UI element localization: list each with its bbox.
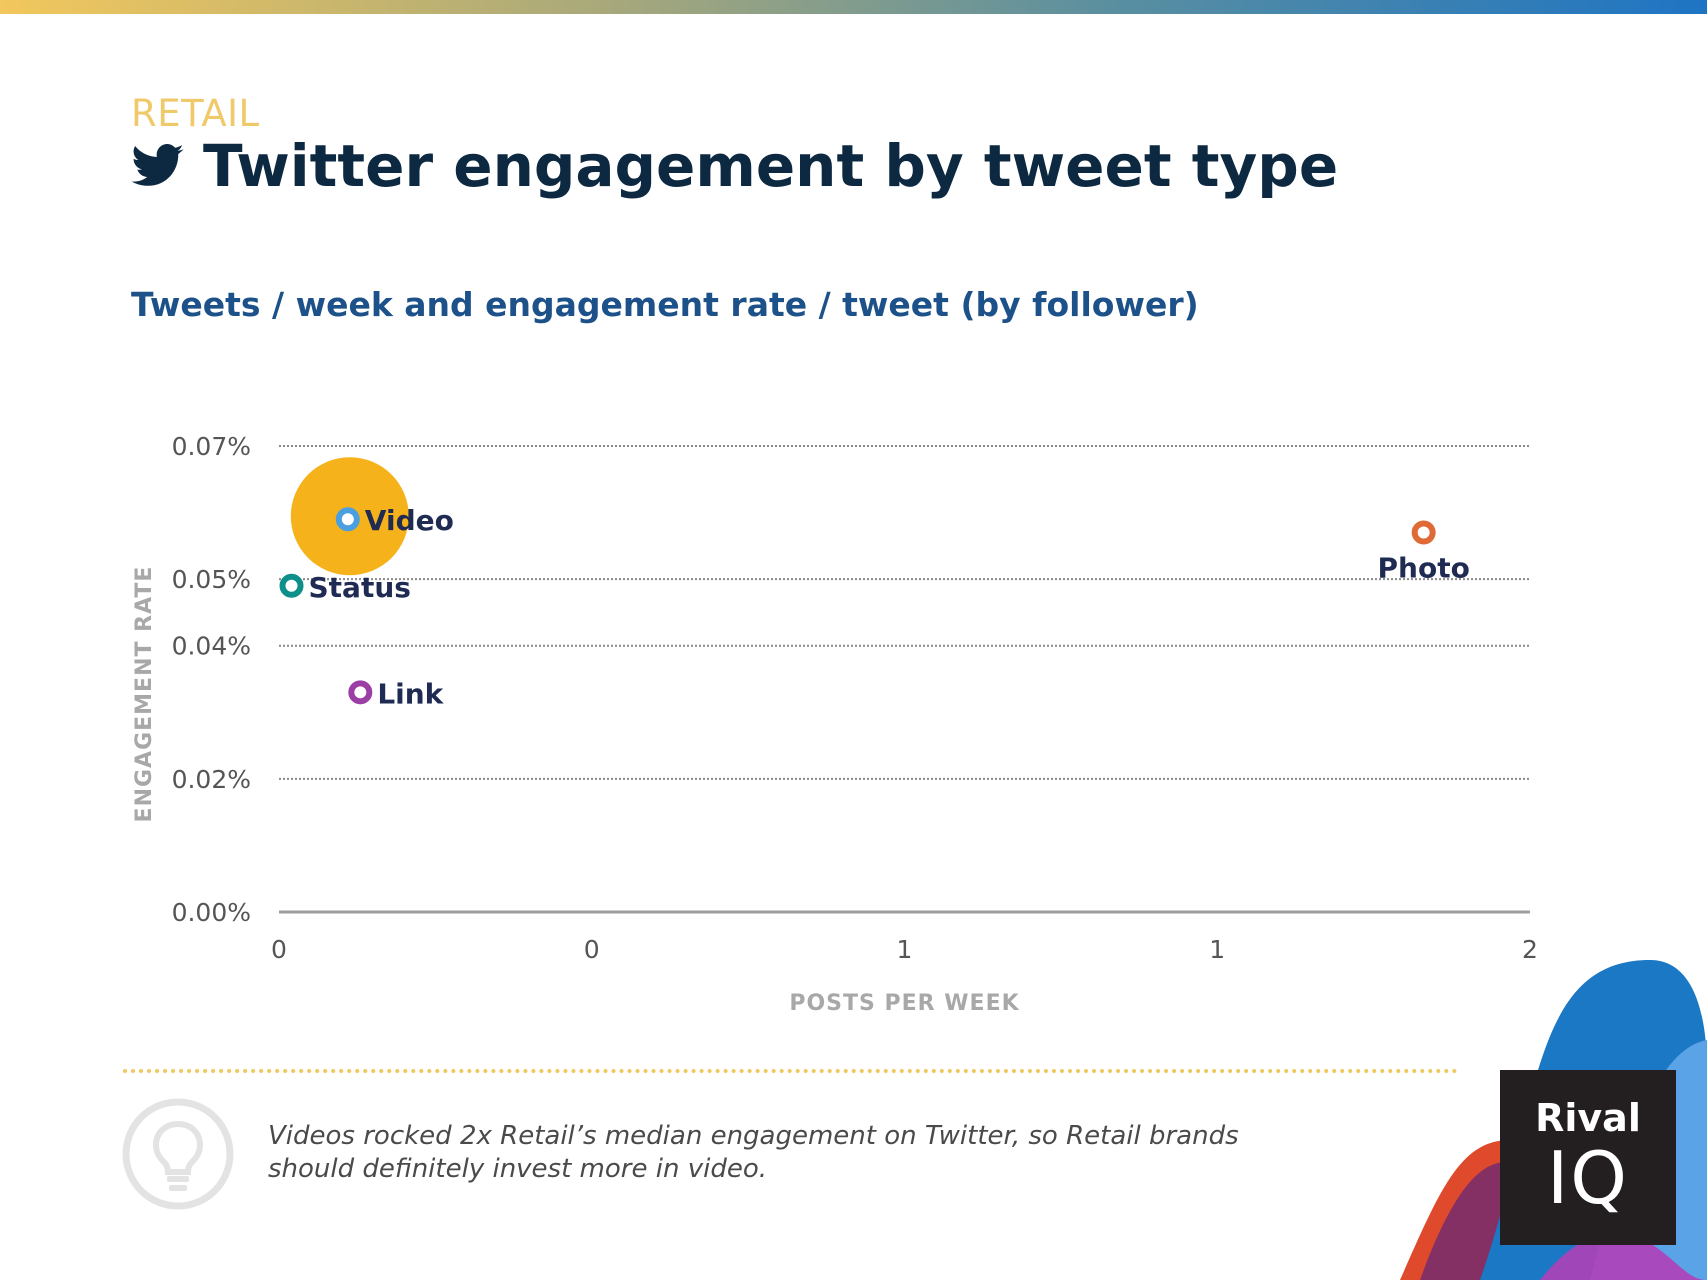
section-divider [123,1069,1458,1073]
top-gradient-bar [0,0,1707,14]
x-tick-label: 2 [1522,935,1538,964]
y-tick-label: 0.04% [172,632,251,661]
insight-text: Videos rocked 2x Retail’s median engagem… [268,1121,1239,1184]
twitter-icon [131,144,184,186]
y-tick-label: 0.07% [172,432,251,461]
page-title: Twitter engagement by tweet type [203,132,1339,200]
x-tick-label: 0 [584,935,600,964]
y-tick-label: 0.00% [172,898,251,927]
point-label-status: Status [309,571,411,604]
point-link [348,680,373,705]
lightbulb-icon [122,1098,234,1210]
chart-subtitle: Tweets / week and engagement rate / twee… [131,285,1199,324]
point-label-video: Video [365,504,454,537]
x-tick-label: 0 [271,935,287,964]
industry-label: RETAIL [131,92,260,135]
point-label-link: Link [377,677,444,710]
y-tick-label: 0.05% [172,565,251,594]
x-tick-label: 1 [1209,935,1225,964]
title-row: Twitter engagement by tweet type [131,132,1338,200]
y-tick-label: 0.02% [172,765,251,794]
x-tick-label: 1 [897,935,913,964]
point-video [335,507,360,532]
point-label-photo: Photo [1378,552,1470,585]
rival-iq-logo: Rival IQ [1500,1070,1676,1245]
point-status [279,573,304,598]
point-photo [1411,520,1436,545]
x-axis-title: POSTS PER WEEK [789,991,1019,1016]
logo-text-iq: IQ [1547,1136,1629,1220]
scatter-chart: 0.00% 0.02% 0.04% 0.05% 0.07% 0 0 1 1 2 POSTS PER … [132,432,1538,1016]
logo-text-rival: Rival [1535,1096,1641,1140]
y-axis-title: ENGAGEMENT RATE [132,566,157,823]
